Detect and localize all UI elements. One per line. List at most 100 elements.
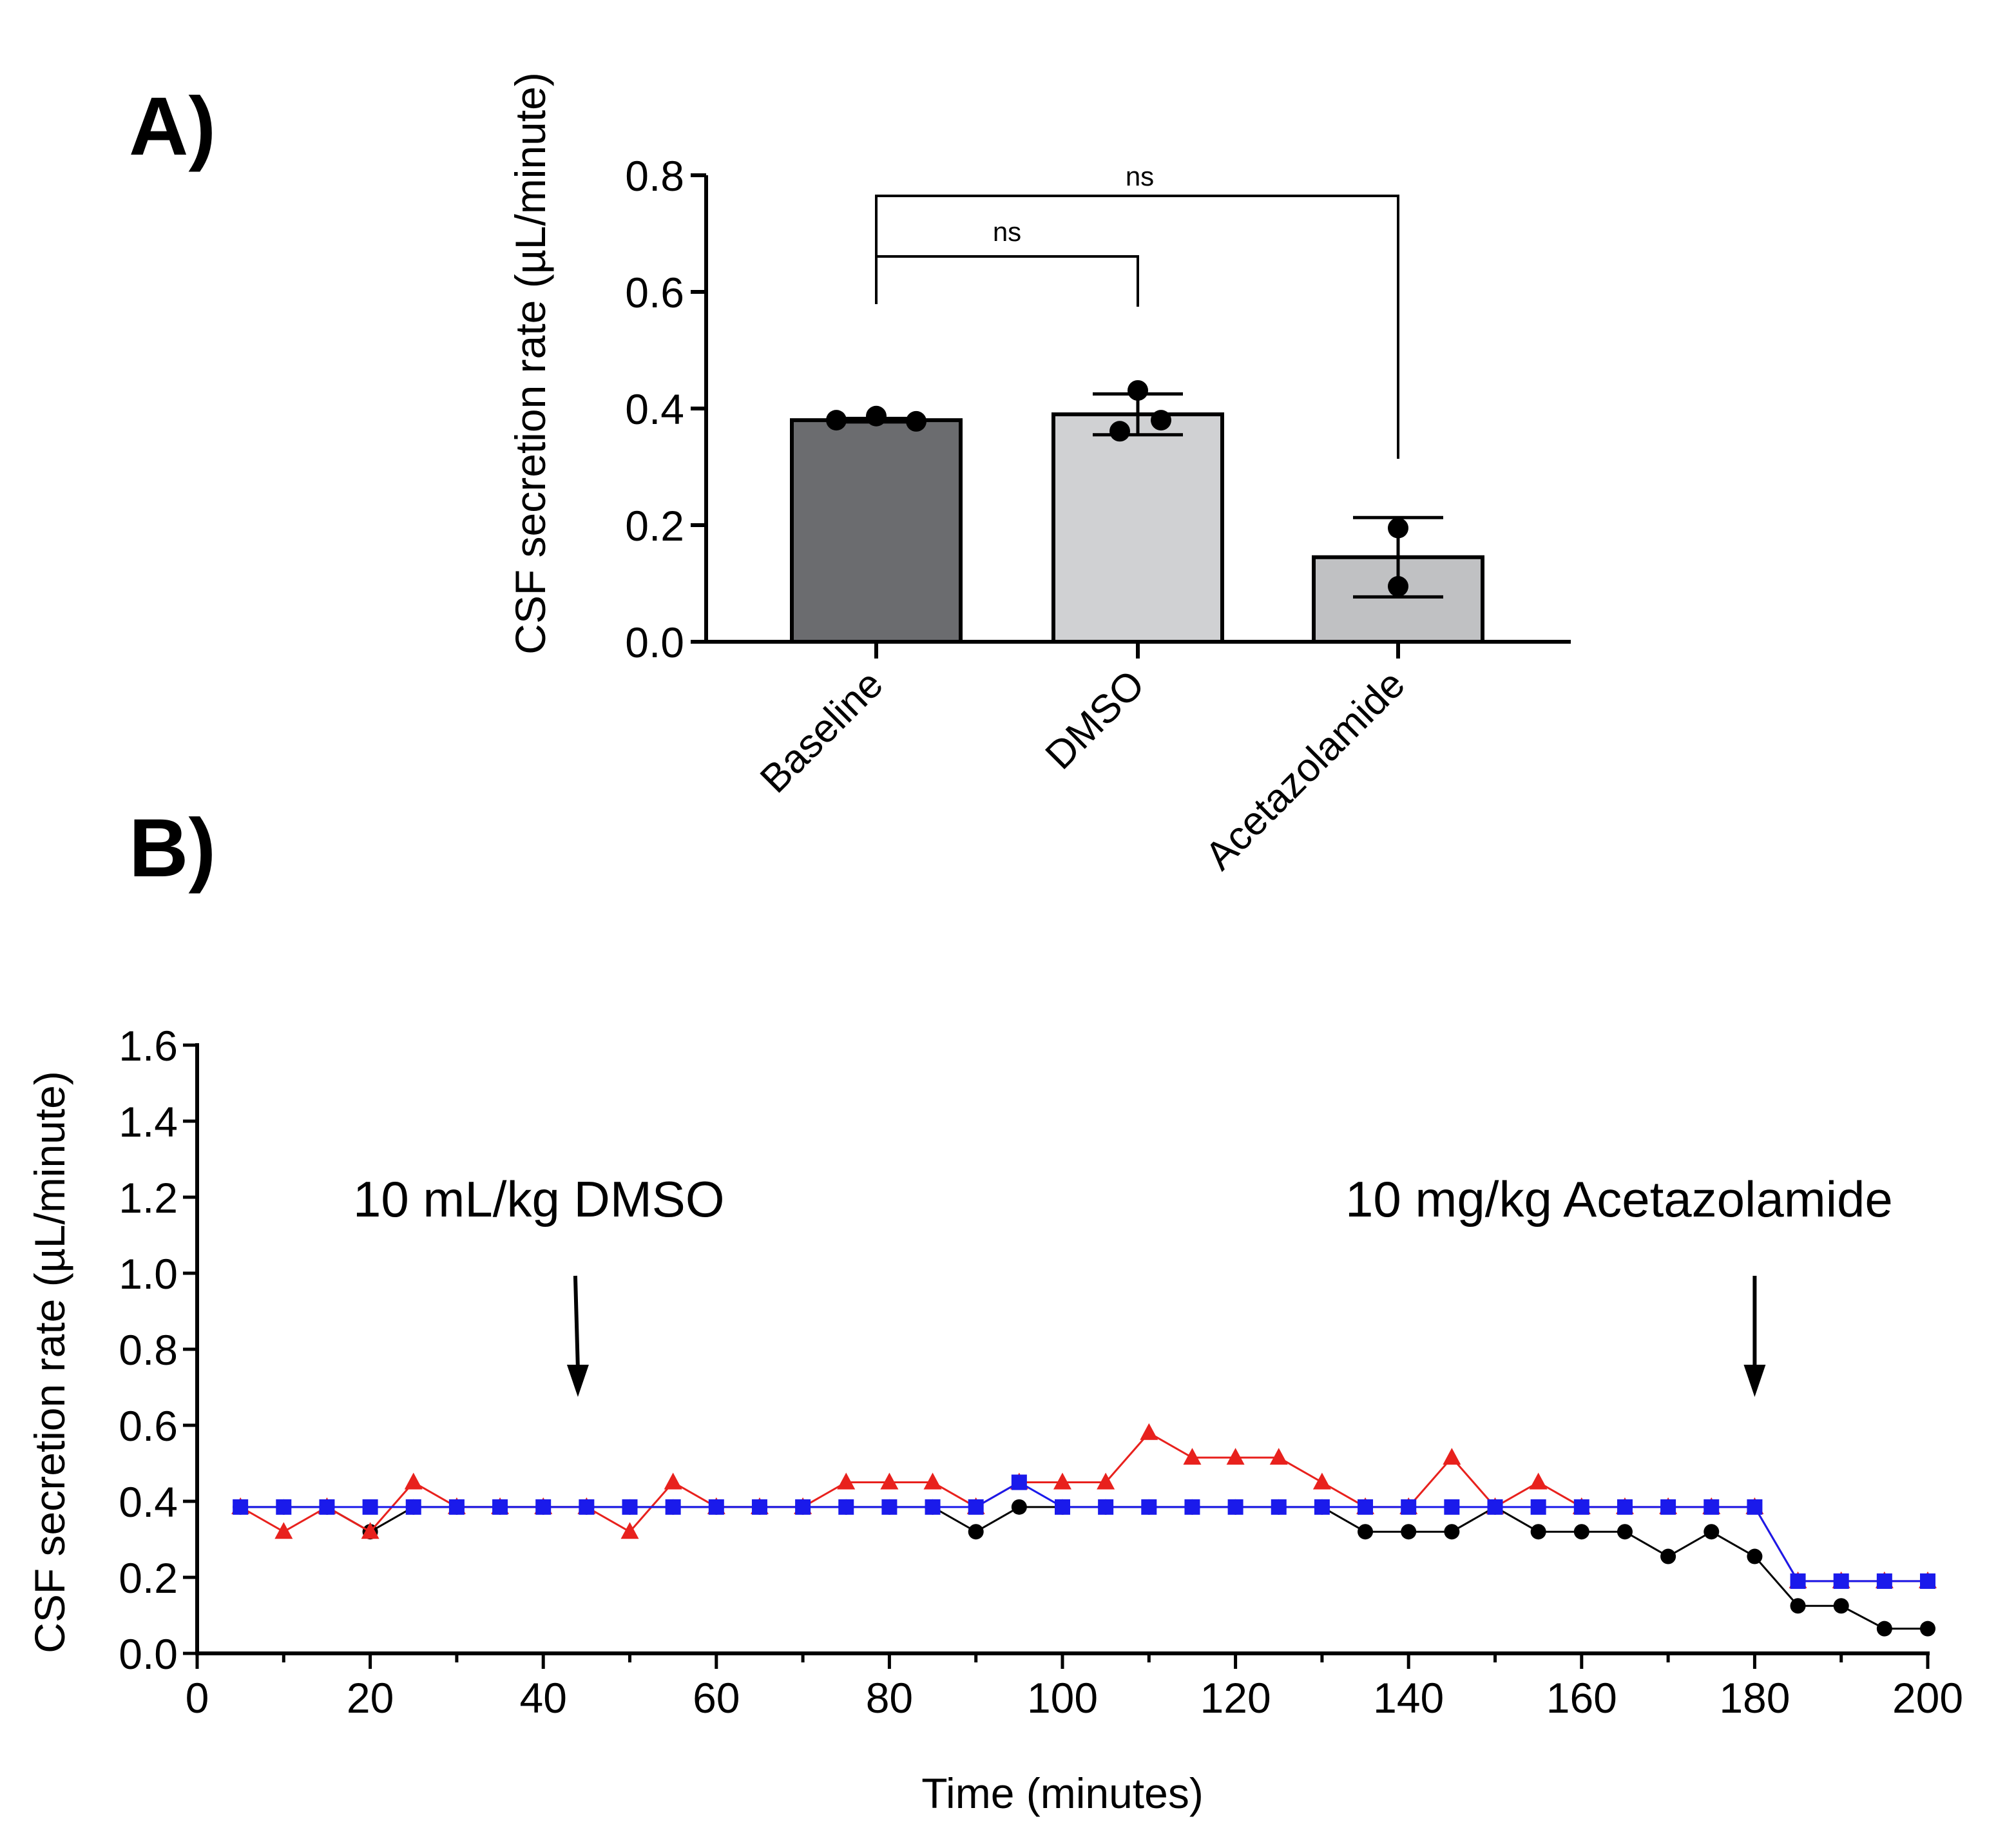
point-blue-squares [492,1499,508,1515]
point-blue-squares [1487,1499,1503,1515]
point-blue-squares [1660,1499,1676,1515]
point-black-circles [1876,1621,1892,1637]
y-tick-label: 0.4 [625,385,684,433]
point-blue-squares [1920,1573,1935,1589]
y-tick-label: 0.8 [119,1326,178,1374]
y-tick-label: 0.2 [625,502,684,550]
point-blue-squares [1314,1499,1330,1515]
point-blue-squares [838,1499,854,1515]
point-black-circles [1444,1524,1460,1540]
x-tick-label: 100 [1027,1674,1098,1722]
significance-label: ns [993,216,1021,247]
point-red-triangles [1183,1448,1202,1465]
y-tick-label: 0.8 [625,152,684,200]
x-tick-label: 140 [1373,1674,1444,1722]
point-blue-squares [276,1499,292,1515]
x-tick-label: 120 [1200,1674,1271,1722]
annotation-label: 10 mg/kg Acetazolamide [1345,1171,1893,1227]
point-black-circles [1660,1548,1676,1564]
y-tick-label: 1.0 [119,1250,178,1298]
panel-b-label: B) [129,802,216,894]
point-red-triangles [620,1522,639,1539]
data-point [1388,517,1408,539]
point-blue-squares [708,1499,724,1515]
data-point [906,410,926,432]
point-blue-squares [751,1499,767,1515]
point-blue-squares [1876,1573,1892,1589]
point-blue-squares [1098,1499,1114,1515]
annotation-arrow-shaft [573,1275,580,1369]
x-tick-label: 60 [693,1674,740,1722]
point-blue-squares [881,1499,898,1515]
point-blue-squares [1011,1474,1027,1490]
panel-a: A) 0.0 0.2 0.4 0.6 0.8 Baseline DMSO Acetazolami… [129,72,1571,878]
point-red-triangles [664,1472,682,1490]
point-blue-squares [1271,1499,1287,1515]
point-red-triangles [1443,1448,1461,1465]
point-black-circles [1704,1524,1720,1540]
point-blue-squares [579,1499,595,1515]
bar-baseline [790,418,963,644]
y-tick-label: 0.6 [625,269,684,316]
point-blue-squares [1747,1499,1763,1515]
significance-label: ns [1126,161,1154,191]
point-black-circles [1747,1548,1763,1564]
category-label: Baseline [752,662,892,802]
x-tick-label: 20 [347,1674,394,1722]
point-red-triangles [1097,1472,1115,1490]
y-axis-title: CSF secretion rate (µL/minute) [26,1071,73,1653]
point-blue-squares [925,1499,941,1515]
data-point [1109,421,1130,442]
point-blue-squares [1573,1499,1589,1515]
point-blue-squares [1444,1499,1460,1515]
point-red-triangles [361,1522,379,1539]
y-tick-label: 1.2 [119,1174,178,1222]
point-blue-squares [1227,1499,1243,1515]
point-blue-squares [233,1499,249,1515]
point-blue-squares [1704,1499,1720,1515]
x-axis-title: Time (minutes) [921,1769,1204,1817]
y-tick-label: 1.4 [119,1098,178,1146]
y-tick-label: 1.6 [119,1022,178,1070]
point-black-circles [1401,1524,1417,1540]
y-tick-label: 0.0 [625,619,684,666]
point-red-triangles [880,1472,899,1490]
point-blue-squares [362,1499,378,1515]
point-red-triangles [1226,1448,1245,1465]
data-point [1388,576,1408,597]
point-blue-squares [665,1499,681,1515]
point-blue-squares [405,1499,421,1515]
point-blue-squares [1055,1499,1070,1515]
x-tick-label: 200 [1892,1674,1963,1722]
bar-dmso [1051,412,1224,644]
point-black-circles [1790,1598,1806,1614]
point-blue-squares [1833,1573,1849,1589]
data-point [826,410,847,431]
category-label: DMSO [1037,662,1153,778]
point-blue-squares [535,1499,552,1515]
x-tick-label: 80 [866,1674,913,1722]
point-black-circles [1573,1524,1589,1540]
point-black-circles [1011,1499,1027,1515]
bracket-baseline-dmso [875,255,1139,307]
point-blue-squares [448,1499,465,1515]
point-red-triangles [1529,1472,1548,1490]
panel-b: B) 0.0 0.2 0.4 0.6 0.8 1.0 1.2 1.4 1.6 0 20 40 60 80 10… [26,802,1963,1817]
point-blue-squares [1790,1573,1806,1589]
annotation-arrow-head [566,1365,589,1397]
point-red-triangles [1269,1448,1288,1465]
series-line-blue-squares [240,1481,1928,1583]
point-red-triangles [837,1472,856,1490]
point-blue-squares [622,1499,638,1515]
point-black-circles [1358,1524,1374,1540]
x-tick-label: 160 [1546,1674,1617,1722]
x-tick-label: 40 [519,1674,566,1722]
point-black-circles [1833,1598,1849,1614]
point-blue-squares [319,1499,335,1515]
point-black-circles [1530,1524,1546,1540]
series-line-black-circles [240,1506,1928,1630]
data-point [1128,380,1148,401]
point-blue-squares [1401,1499,1417,1515]
y-tick-label: 0.6 [119,1402,178,1450]
